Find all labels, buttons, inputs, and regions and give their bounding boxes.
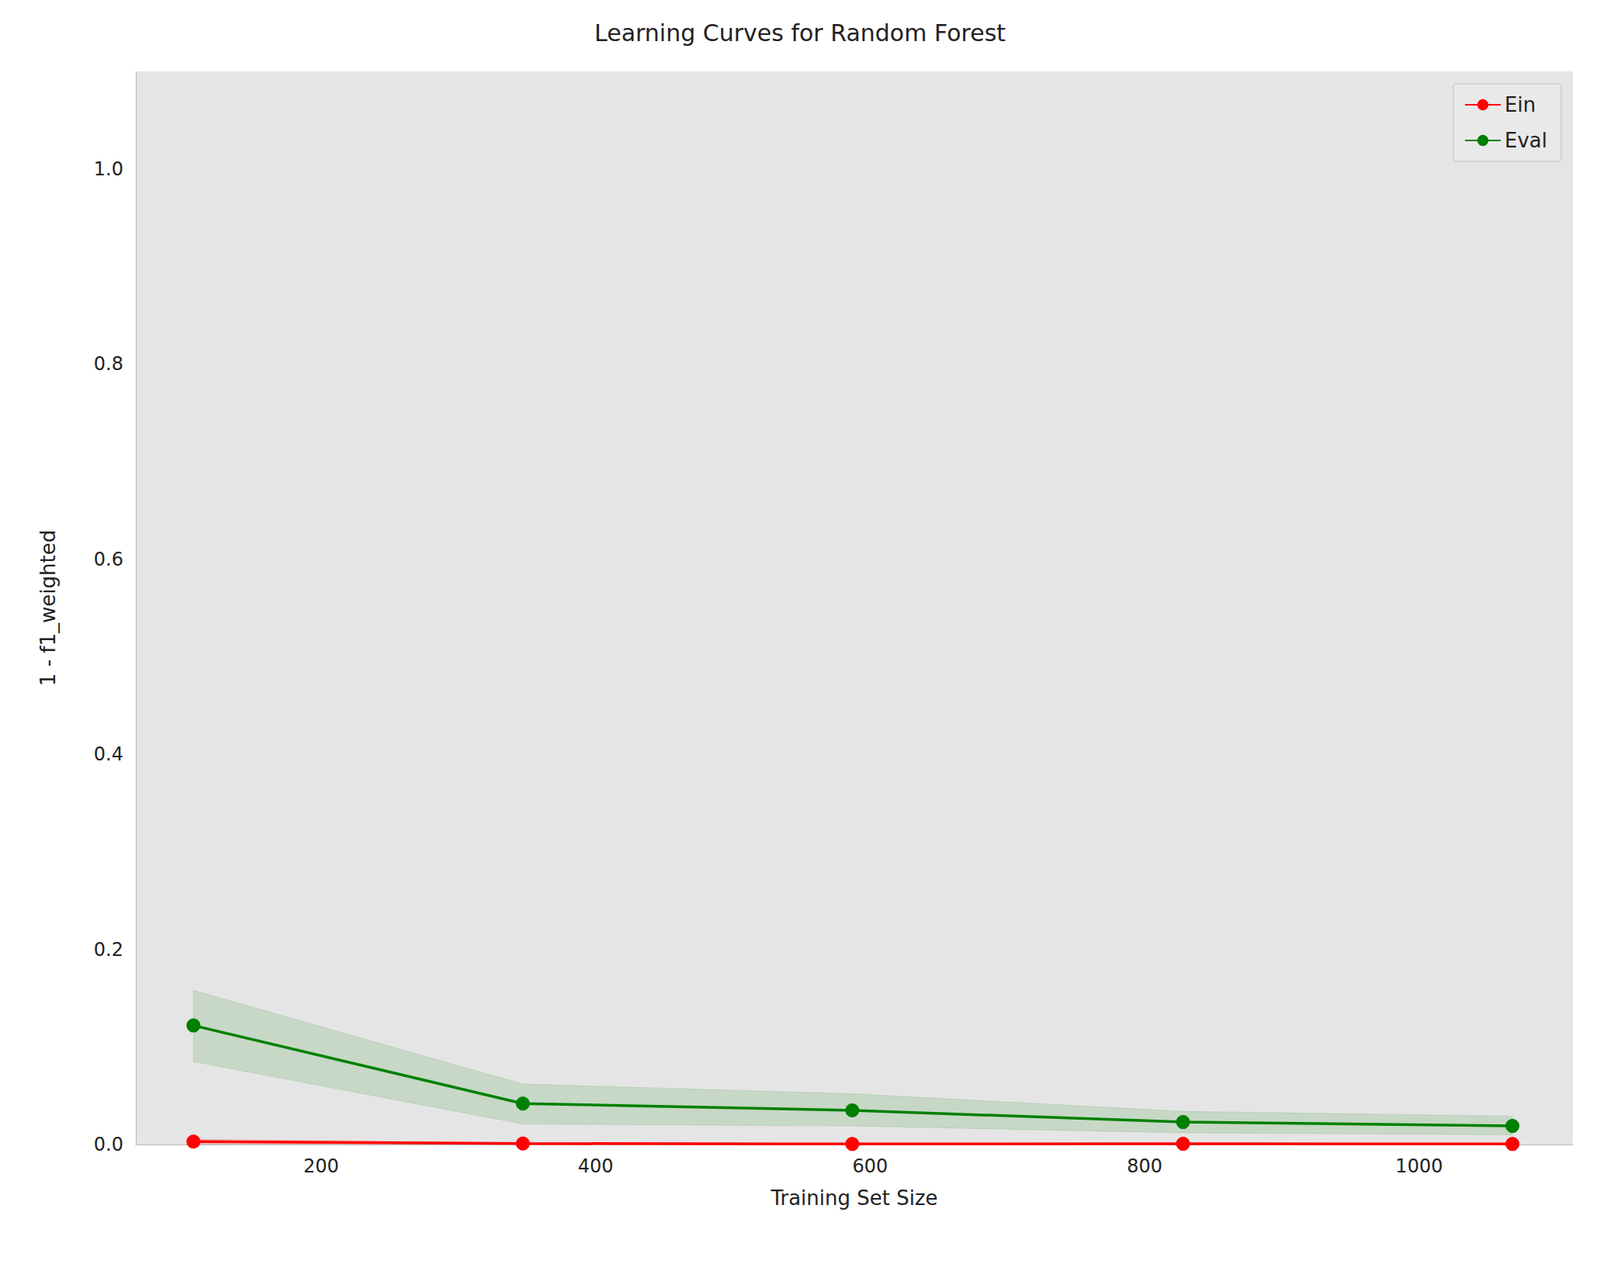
svg-text:0.6: 0.6 xyxy=(93,548,124,571)
svg-text:600: 600 xyxy=(851,1155,888,1178)
svg-text:0.4: 0.4 xyxy=(93,743,124,766)
svg-text:200: 200 xyxy=(303,1155,340,1178)
svg-text:Ein: Ein xyxy=(1504,93,1536,117)
svg-text:1000: 1000 xyxy=(1395,1155,1443,1178)
svg-text:1.0: 1.0 xyxy=(93,158,124,181)
svg-text:Learning Curves for Random For: Learning Curves for Random Forest xyxy=(594,19,1006,47)
svg-text:0.2: 0.2 xyxy=(93,938,124,961)
svg-text:800: 800 xyxy=(1126,1155,1163,1178)
svg-text:0.0: 0.0 xyxy=(93,1133,124,1156)
svg-text:1 - f1_weighted: 1 - f1_weighted xyxy=(36,529,60,686)
svg-text:Training Set Size: Training Set Size xyxy=(769,1186,938,1210)
svg-text:400: 400 xyxy=(578,1155,614,1178)
svg-text:Eval: Eval xyxy=(1504,128,1548,153)
svg-text:0.8: 0.8 xyxy=(93,353,124,375)
